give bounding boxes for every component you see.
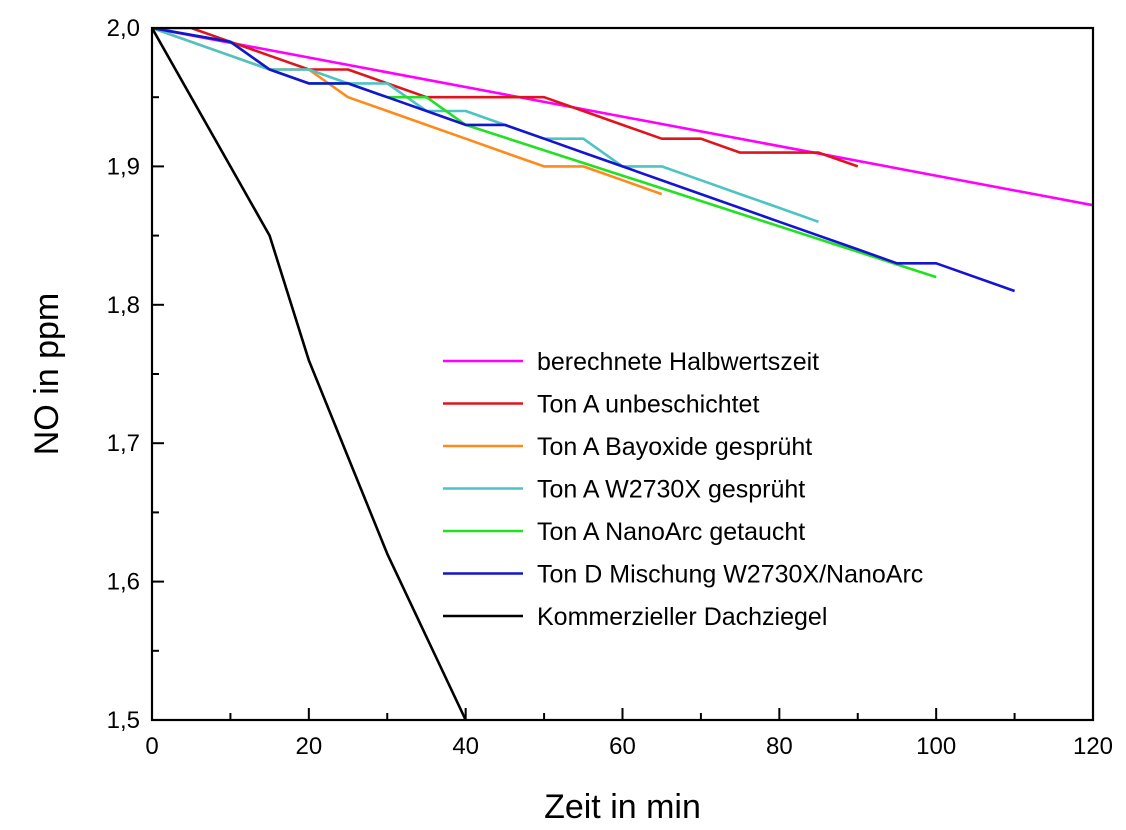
x-axis-title: Zeit in min [544, 788, 701, 826]
x-tick-label: 20 [295, 733, 322, 760]
series-line-7 [152, 28, 467, 720]
legend-label: Ton A W2730X gesprüht [537, 476, 805, 504]
y-axis-title: NO in ppm [28, 293, 66, 456]
legend-label: Kommerzieller Dachziegel [537, 603, 827, 631]
x-tick-label: 100 [916, 733, 956, 760]
x-tick-label: 40 [452, 733, 479, 760]
y-tick-label: 1,9 [107, 153, 140, 180]
legend: berechnete Halbwertszeit Ton A unbeschich… [443, 348, 923, 631]
y-tick-label: 1,8 [107, 292, 140, 319]
y-tick-label: 1,5 [107, 707, 140, 734]
y-axis-ticks: 1,5 1,6 1,7 1,8 1,9 2,0 [107, 15, 164, 734]
x-tick-label: 80 [766, 733, 793, 760]
x-tick-label: 0 [145, 733, 158, 760]
x-axis-ticks: 0 20 40 60 80 100 120 [145, 708, 1113, 760]
y-tick-label: 1,6 [107, 569, 140, 596]
series-line-6 [152, 28, 1016, 293]
x-tick-label: 120 [1073, 733, 1113, 760]
plot-frame [150, 26, 1095, 722]
legend-label: Ton D Mischung W2730X/NanoArc [537, 561, 923, 589]
legend-label: Ton A unbeschichtet [537, 391, 759, 419]
x-tick-label: 60 [609, 733, 636, 760]
y-tick-label: 1,7 [107, 430, 140, 457]
series-line-1 [152, 28, 1093, 207]
series-line-2 [152, 28, 859, 168]
legend-label: Ton A NanoArc getaucht [537, 518, 805, 546]
legend-label: Ton A Bayoxide gesprüht [537, 433, 812, 461]
y-tick-label: 2,0 [107, 15, 140, 42]
series-lines [152, 28, 1093, 720]
legend-label: berechnete Halbwertszeit [537, 348, 819, 376]
